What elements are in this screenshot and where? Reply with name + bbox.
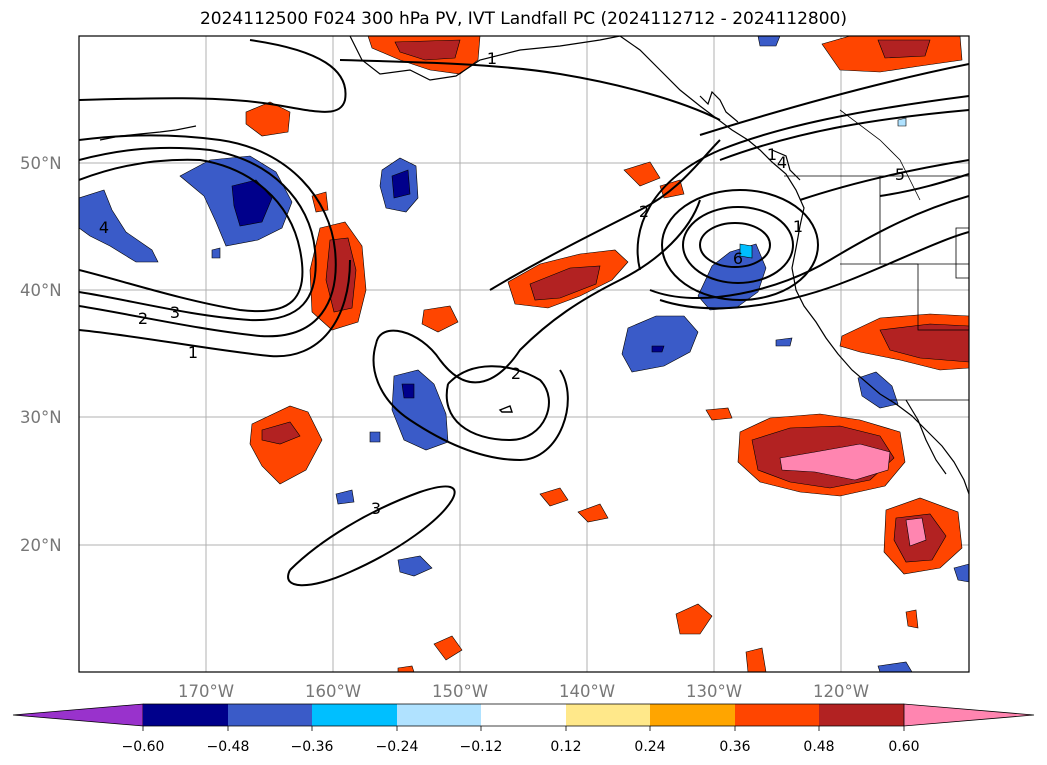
ivt-contours: [79, 39, 969, 587]
colorbar-bin: [819, 704, 904, 726]
colorbar-bin: [650, 704, 735, 726]
colorbar-label: 0.12: [550, 739, 581, 755]
colorbar-label: −0.24: [376, 739, 419, 755]
lat-label-50n: 50°N: [20, 154, 62, 173]
contour-label: 6: [733, 249, 743, 268]
map-title: 2024112500 F024 300 hPa PV, IVT Landfall…: [199, 9, 847, 29]
contour-label: 3: [371, 499, 381, 518]
colorbar-label: −0.60: [122, 739, 165, 755]
lon-label-150w: 150°W: [432, 682, 488, 701]
lat-label-40n: 40°N: [20, 281, 62, 300]
pv-negative-anomalies: [79, 36, 969, 672]
contour-label: 1: [767, 145, 777, 164]
colorbar-label: 0.24: [634, 739, 665, 755]
colorbar: −0.60 −0.48 −0.36 −0.24 −0.12 0.12 0.24 …: [12, 703, 1035, 755]
contour-label: 5: [895, 165, 905, 184]
state-borders: [784, 109, 969, 401]
colorbar-label: 0.36: [719, 739, 750, 755]
contour-label: 2: [511, 364, 521, 383]
lon-label-160w: 160°W: [305, 682, 361, 701]
colorbar-label: 0.60: [888, 739, 919, 755]
colorbar-label: −0.12: [460, 739, 503, 755]
colorbar-bin: [735, 704, 819, 726]
colorbar-bin: [143, 704, 228, 726]
colorbar-label: 0.48: [803, 739, 834, 755]
lat-label-30n: 30°N: [20, 408, 62, 427]
colorbar-bin: [312, 704, 397, 726]
contour-labels: 4 3 2 1 1 2 2 6 1 4 5 1 3: [99, 49, 905, 518]
lon-label-130w: 130°W: [686, 682, 742, 701]
colorbar-bin: [228, 704, 312, 726]
colorbar-label: −0.48: [207, 739, 250, 755]
lon-label-120w: 120°W: [813, 682, 869, 701]
colorbar-ticks: [142, 726, 905, 731]
colorbar-bin: [397, 704, 481, 726]
contour-label: 4: [99, 218, 109, 237]
map-plot-area: 4 3 2 1 1 2 2 6 1 4 5 1 3: [79, 36, 969, 672]
graticule: [79, 36, 969, 672]
latitude-labels: 50°N 40°N 30°N 20°N: [20, 154, 62, 555]
contour-label: 1: [188, 343, 198, 362]
contour-label: 3: [170, 303, 180, 322]
colorbar-extend-min: [12, 703, 144, 727]
lon-label-140w: 140°W: [559, 682, 615, 701]
colorbar-label: −0.36: [291, 739, 334, 755]
lon-label-170w: 170°W: [178, 682, 234, 701]
colorbar-extend-max: [903, 703, 1035, 727]
contour-label: 1: [793, 217, 803, 236]
longitude-labels: 170°W 160°W 150°W 140°W 130°W 120°W: [178, 682, 869, 701]
map-frame: [78, 35, 970, 673]
contour-label: 4: [777, 153, 787, 172]
lat-label-20n: 20°N: [20, 536, 62, 555]
contour-label: 2: [138, 309, 148, 328]
colorbar-bin: [481, 704, 566, 726]
contour-label: 2: [639, 202, 649, 221]
contour-label: 1: [487, 49, 497, 68]
colorbar-bin: [566, 704, 650, 726]
